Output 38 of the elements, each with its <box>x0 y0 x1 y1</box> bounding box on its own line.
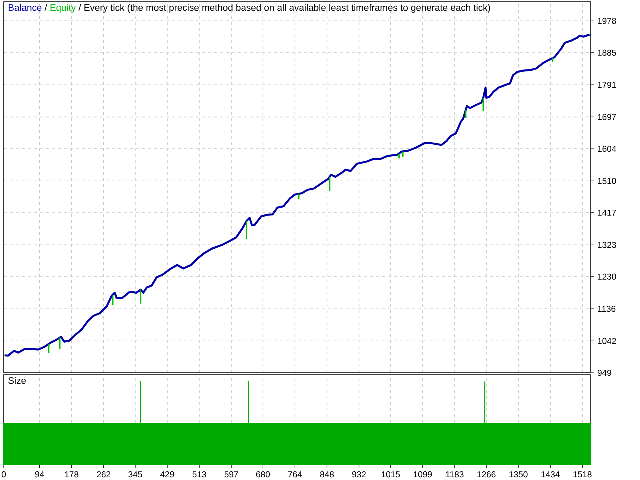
y-tick-label: 949 <box>598 370 612 376</box>
x-tick-label: 1099 <box>414 472 432 478</box>
x-tick-label: 178 <box>65 472 79 478</box>
x-tick-label: 0 <box>2 472 6 478</box>
y-tick-label: 1510 <box>598 178 616 184</box>
annotation: / <box>44 4 48 12</box>
x-tick-label: 848 <box>320 472 334 478</box>
x-tick-label: 597 <box>224 472 238 478</box>
y-tick-label: 1791 <box>598 82 616 88</box>
x-tick-label: 262 <box>97 472 111 478</box>
text: Equity <box>50 4 76 13</box>
y-tick-label: 1230 <box>598 274 616 280</box>
y-tick-label: 1885 <box>598 50 616 56</box>
x-tick-label: 1518 <box>574 472 592 478</box>
x-tick-label: 1434 <box>542 472 560 478</box>
y-tick-label: 1042 <box>598 338 616 344</box>
chart-title: Size <box>8 377 26 384</box>
y-tick-label: 1323 <box>598 242 616 248</box>
x-tick-label: 429 <box>160 472 174 478</box>
x-tick-label: 1266 <box>478 472 496 478</box>
y-tick-label: 1136 <box>598 306 616 312</box>
annotation: / <box>78 4 82 12</box>
x-tick-label: 1350 <box>510 472 528 478</box>
x-tick-label: 94 <box>35 472 44 478</box>
x-tick-label: 932 <box>352 472 366 478</box>
x-tick-label: 680 <box>256 472 270 478</box>
x-tick-label: 1015 <box>382 472 400 478</box>
chart-title: Every tick (the most precise method based on all available least timeframes to generate each tick) <box>84 4 490 13</box>
y-tick-label: 1978 <box>598 18 616 24</box>
x-tick-label: 764 <box>288 472 302 478</box>
x-tick-label: 345 <box>128 472 142 478</box>
y-tick-label: 1417 <box>598 210 616 216</box>
y-tick-label: 1604 <box>598 146 616 152</box>
y-tick-label: 1697 <box>598 114 616 120</box>
x-tick-label: 513 <box>192 472 206 478</box>
text: Balance <box>8 4 42 12</box>
x-tick-label: 1183 <box>446 472 464 478</box>
line-series <box>4 34 591 357</box>
